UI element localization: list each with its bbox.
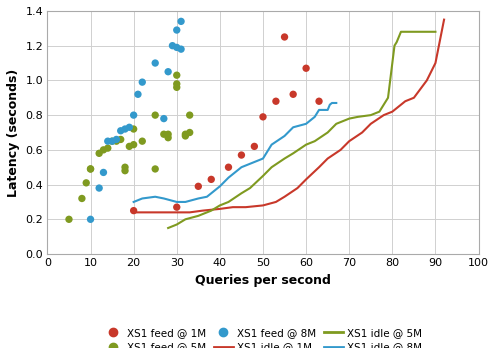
Point xyxy=(173,81,181,87)
Point xyxy=(104,145,112,151)
Point xyxy=(125,125,133,130)
Point xyxy=(87,216,95,222)
Point xyxy=(113,139,121,144)
Point xyxy=(173,204,181,210)
Point xyxy=(151,60,159,66)
Point xyxy=(121,126,129,132)
X-axis label: Queries per second: Queries per second xyxy=(195,274,331,287)
Point xyxy=(186,112,193,118)
Point xyxy=(169,43,177,48)
Point xyxy=(173,27,181,33)
Point xyxy=(113,137,121,142)
Point xyxy=(129,208,137,213)
Point xyxy=(250,144,258,149)
Point xyxy=(129,112,137,118)
Point xyxy=(164,69,172,74)
Point xyxy=(87,166,95,172)
Legend: XS1 feed @ 1M, XS1 feed @ 5M, XS1 feed @ 8M, XS1 idle @ 1M, XS1 idle @ 5M, XS1 i: XS1 feed @ 1M, XS1 feed @ 5M, XS1 feed @… xyxy=(101,325,426,348)
Point xyxy=(82,180,90,185)
Y-axis label: Latency (seconds): Latency (seconds) xyxy=(7,68,20,197)
Point xyxy=(129,126,137,132)
Point xyxy=(117,137,124,142)
Point xyxy=(160,116,168,121)
Point xyxy=(78,196,86,201)
Point xyxy=(177,18,185,24)
Point xyxy=(151,166,159,172)
Point xyxy=(95,151,103,156)
Point xyxy=(164,135,172,141)
Point xyxy=(173,45,181,50)
Point xyxy=(177,46,185,52)
Point xyxy=(134,92,142,97)
Point xyxy=(182,133,189,139)
Point xyxy=(238,152,246,158)
Point xyxy=(108,139,116,144)
Point xyxy=(121,165,129,170)
Point xyxy=(129,142,137,148)
Point xyxy=(121,168,129,173)
Point xyxy=(194,183,202,189)
Point xyxy=(151,112,159,118)
Point xyxy=(117,128,124,134)
Point xyxy=(289,92,297,97)
Point xyxy=(100,169,108,175)
Point xyxy=(160,132,168,137)
Point xyxy=(108,139,116,144)
Point xyxy=(104,139,112,144)
Point xyxy=(302,65,310,71)
Point xyxy=(207,176,215,182)
Point xyxy=(173,85,181,90)
Point xyxy=(272,98,280,104)
Point xyxy=(95,185,103,191)
Point xyxy=(65,216,73,222)
Point xyxy=(164,132,172,137)
Point xyxy=(138,139,146,144)
Point xyxy=(186,130,193,135)
Point xyxy=(138,79,146,85)
Point xyxy=(100,147,108,153)
Point xyxy=(125,144,133,149)
Point xyxy=(281,34,289,40)
Point xyxy=(182,132,189,137)
Point xyxy=(315,98,323,104)
Point xyxy=(87,166,95,172)
Point xyxy=(225,165,233,170)
Point xyxy=(173,72,181,78)
Point xyxy=(259,114,267,120)
